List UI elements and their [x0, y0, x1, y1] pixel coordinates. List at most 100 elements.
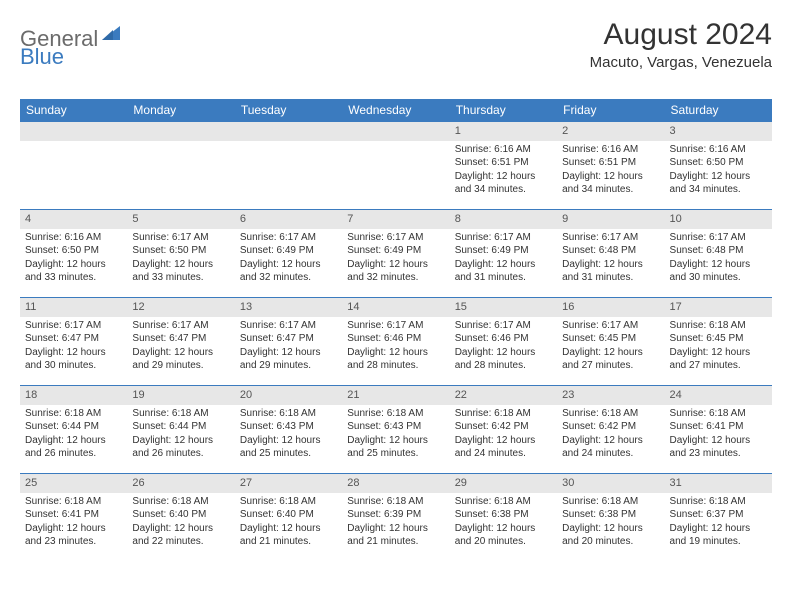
- day-number: 19: [127, 386, 234, 405]
- daylight-text: Daylight: 12 hours: [240, 522, 337, 536]
- day-number: 15: [450, 298, 557, 317]
- daylight-text: and 26 minutes.: [25, 447, 122, 461]
- sunrise-text: Sunrise: 6:18 AM: [670, 495, 767, 509]
- sunset-text: Sunset: 6:50 PM: [132, 244, 229, 258]
- sunset-text: Sunset: 6:45 PM: [670, 332, 767, 346]
- sunset-text: Sunset: 6:38 PM: [455, 508, 552, 522]
- day-number: 13: [235, 298, 342, 317]
- weekday-header: Saturday: [665, 99, 772, 122]
- daylight-text: Daylight: 12 hours: [562, 434, 659, 448]
- daylight-text: Daylight: 12 hours: [240, 346, 337, 360]
- daylight-text: and 25 minutes.: [240, 447, 337, 461]
- sunset-text: Sunset: 6:45 PM: [562, 332, 659, 346]
- calendar-day-cell: 8Sunrise: 6:17 AMSunset: 6:49 PMDaylight…: [450, 210, 557, 298]
- daylight-text: Daylight: 12 hours: [25, 258, 122, 272]
- day-number: 10: [665, 210, 772, 229]
- sunrise-text: Sunrise: 6:18 AM: [670, 319, 767, 333]
- day-body: Sunrise: 6:17 AMSunset: 6:49 PMDaylight:…: [342, 229, 449, 289]
- day-number: 12: [127, 298, 234, 317]
- daylight-text: and 31 minutes.: [455, 271, 552, 285]
- calendar-day-cell: 23Sunrise: 6:18 AMSunset: 6:42 PMDayligh…: [557, 386, 664, 474]
- day-number: 3: [665, 122, 772, 141]
- day-body: Sunrise: 6:17 AMSunset: 6:49 PMDaylight:…: [450, 229, 557, 289]
- sunrise-text: Sunrise: 6:17 AM: [240, 319, 337, 333]
- calendar-week-row: 1 Sunrise: 6:16 AMSunset: 6:51 PM Daylight…: [20, 122, 772, 210]
- sunset-text: Sunset: 6:37 PM: [670, 508, 767, 522]
- daylight-text: and 21 minutes.: [347, 535, 444, 549]
- sunset-text: Sunset: 6:46 PM: [347, 332, 444, 346]
- daylight-text: Daylight: 12 hours: [562, 522, 659, 536]
- daylight-text: and 27 minutes.: [562, 359, 659, 373]
- sunrise-text: Sunrise: 6:18 AM: [347, 407, 444, 421]
- day-body: Sunrise: 6:17 AMSunset: 6:47 PMDaylight:…: [127, 317, 234, 377]
- sunrise-text: Sunrise: 6:18 AM: [25, 495, 122, 509]
- calendar-day-cell: 7Sunrise: 6:17 AMSunset: 6:49 PMDaylight…: [342, 210, 449, 298]
- sunrise-text: Sunrise: 6:17 AM: [132, 319, 229, 333]
- calendar-day-cell: 22Sunrise: 6:18 AMSunset: 6:42 PMDayligh…: [450, 386, 557, 474]
- sunset-text: Sunset: 6:51 PM: [562, 156, 659, 170]
- calendar-day-cell: [235, 122, 342, 210]
- day-number: 27: [235, 474, 342, 493]
- sunset-text: Sunset: 6:48 PM: [562, 244, 659, 258]
- day-number: 24: [665, 386, 772, 405]
- sunset-text: Sunset: 6:41 PM: [25, 508, 122, 522]
- calendar-day-cell: 18Sunrise: 6:18 AMSunset: 6:44 PMDayligh…: [20, 386, 127, 474]
- calendar-day-cell: 12Sunrise: 6:17 AMSunset: 6:47 PMDayligh…: [127, 298, 234, 386]
- day-number: 21: [342, 386, 449, 405]
- sunset-text: Sunset: 6:40 PM: [240, 508, 337, 522]
- sunrise-text: Sunrise: 6:17 AM: [240, 231, 337, 245]
- daylight-text: and 20 minutes.: [455, 535, 552, 549]
- daylight-text: Daylight: 12 hours: [25, 522, 122, 536]
- logo-sail-icon: [102, 24, 124, 47]
- daylight-text: Daylight: 12 hours: [347, 434, 444, 448]
- calendar-day-cell: 27Sunrise: 6:18 AMSunset: 6:40 PMDayligh…: [235, 474, 342, 562]
- day-number: 14: [342, 298, 449, 317]
- sunrise-text: Sunrise: 6:18 AM: [25, 407, 122, 421]
- day-body: Sunrise: 6:18 AMSunset: 6:43 PMDaylight:…: [342, 405, 449, 465]
- sunset-text: Sunset: 6:46 PM: [455, 332, 552, 346]
- calendar-week-row: 4Sunrise: 6:16 AMSunset: 6:50 PMDaylight…: [20, 210, 772, 298]
- sunrise-text: Sunrise: 6:16 AM: [562, 143, 659, 157]
- calendar-body: 1 Sunrise: 6:16 AMSunset: 6:51 PM Daylight…: [20, 122, 772, 562]
- day-number: 1: [450, 122, 557, 141]
- weekday-header: Friday: [557, 99, 664, 122]
- daylight-text: and 32 minutes.: [240, 271, 337, 285]
- daylight-text: Daylight: 12 hours: [132, 346, 229, 360]
- day-body: Sunrise: 6:18 AMSunset: 6:40 PMDaylight:…: [127, 493, 234, 553]
- daylight-text: and 21 minutes.: [240, 535, 337, 549]
- sunrise-text: Sunrise: 6:18 AM: [455, 407, 552, 421]
- calendar-week-row: 11Sunrise: 6:17 AMSunset: 6:47 PMDayligh…: [20, 298, 772, 386]
- calendar-day-cell: 25 Sunrise: 6:18 AMSunset: 6:41 PMDayligh…: [20, 474, 127, 562]
- daylight-text: and 34 minutes.: [455, 183, 552, 197]
- calendar-day-cell: 29Sunrise: 6:18 AMSunset: 6:38 PMDayligh…: [450, 474, 557, 562]
- sunset-text: Sunset: 6:47 PM: [240, 332, 337, 346]
- weekday-header: Sunday: [20, 99, 127, 122]
- calendar-day-cell: 13 Sunrise: 6:17 AMSunset: 6:47 PMDayligh…: [235, 298, 342, 386]
- day-body: Sunrise: 6:18 AMSunset: 6:44 PMDaylight:…: [20, 405, 127, 465]
- sunset-text: Sunset: 6:41 PM: [670, 420, 767, 434]
- title-block: August 2024 Macuto, Vargas, Venezuela: [590, 18, 772, 71]
- day-number: 8: [450, 210, 557, 229]
- day-body: Sunrise: 6:18 AMSunset: 6:40 PMDaylight:…: [235, 493, 342, 553]
- day-number: 25: [20, 474, 127, 493]
- calendar-day-cell: [127, 122, 234, 210]
- daylight-text: Daylight: 12 hours: [670, 170, 767, 184]
- daylight-text: and 29 minutes.: [132, 359, 229, 373]
- day-number: 2: [557, 122, 664, 141]
- calendar-day-cell: 3Sunrise: 6:16 AMSunset: 6:50 PMDaylight…: [665, 122, 772, 210]
- sunset-text: Sunset: 6:42 PM: [455, 420, 552, 434]
- daylight-text: Daylight: 12 hours: [670, 434, 767, 448]
- weekday-header: Wednesday: [342, 99, 449, 122]
- daylight-text: Daylight: 12 hours: [25, 346, 122, 360]
- calendar-day-cell: 5Sunrise: 6:17 AMSunset: 6:50 PMDaylight…: [127, 210, 234, 298]
- daylight-text: Daylight: 12 hours: [347, 258, 444, 272]
- daylight-text: Daylight: 12 hours: [670, 258, 767, 272]
- day-body: Sunrise: 6:17 AMSunset: 6:49 PMDaylight:…: [235, 229, 342, 289]
- day-body: Sunrise: 6:18 AMSunset: 6:43 PMDaylight:…: [235, 405, 342, 465]
- sunrise-text: Sunrise: 6:17 AM: [562, 319, 659, 333]
- day-body: Sunrise: 6:17 AMSunset: 6:48 PMDaylight:…: [665, 229, 772, 289]
- sunrise-text: Sunrise: 6:17 AM: [562, 231, 659, 245]
- day-number: 5: [127, 210, 234, 229]
- daylight-text: Daylight: 12 hours: [455, 170, 552, 184]
- daylight-text: Daylight: 12 hours: [562, 346, 659, 360]
